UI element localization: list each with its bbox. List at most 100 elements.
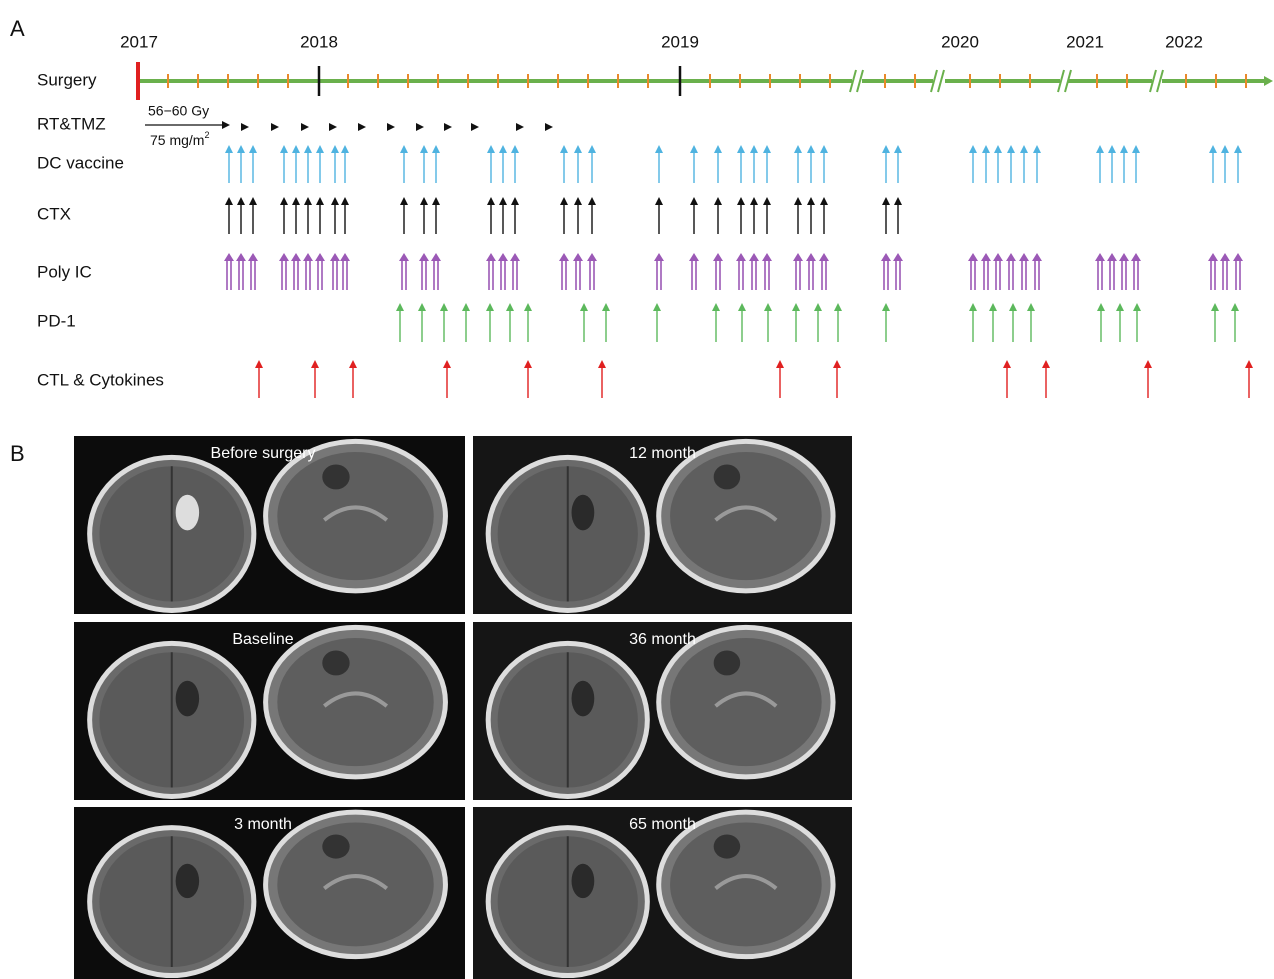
pd1-arrow-head [969,303,977,311]
polyic-arrow-head [279,253,289,261]
ctl-arrow-head [255,360,263,368]
polyic-arrow-head [736,253,746,261]
dc-arrow-head [882,145,890,153]
row-label: Poly IC [37,262,92,281]
sagittal-lesion [322,464,350,490]
sagittal-brain [670,638,822,767]
sagittal-lesion [713,464,741,490]
year-label: 2020 [941,32,979,51]
pd1-arrow-head [738,303,746,311]
year-label: 2018 [300,32,338,51]
ctx-arrow-head [714,197,722,205]
polyic-arrow-head [291,253,301,261]
dc-arrow-head [588,145,596,153]
ctl-arrow-head [524,360,532,368]
year-label: 2017 [120,32,158,51]
pd1-arrow-head [764,303,772,311]
pd1-arrow-head [1027,303,1035,311]
sagittal-brain [277,822,434,947]
axis-break [1149,69,1157,93]
dc-arrow-head [1120,145,1128,153]
polyic-arrow-head [303,253,313,261]
dc-arrow-head [487,145,495,153]
ctx-arrow-head [420,197,428,205]
pd1-arrow-head [440,303,448,311]
polyic-arrow-head [1220,253,1230,261]
pd1-arrow-head [602,303,610,311]
dc-arrow-head [1221,145,1229,153]
dc-arrow-head [1020,145,1028,153]
polyic-arrow-head [793,253,803,261]
ctx-arrow-head [280,197,288,205]
ctx-arrow-head [237,197,245,205]
dc-arrow-head [249,145,257,153]
polyic-arrow-head [1006,253,1016,261]
dc-arrow-head [737,145,745,153]
polyic-arrow-head [749,253,759,261]
row-label: CTX [37,204,71,223]
ctx-arrow-head [511,197,519,205]
dc-arrow-head [400,145,408,153]
corpus [322,505,389,522]
pd1-arrow-head [396,303,404,311]
polyic-arrow-head [486,253,496,261]
polyic-arrow-head [431,253,441,261]
ctx-arrow-head [763,197,771,205]
sagittal-lesion [713,650,741,676]
polyic-arrow-head [689,253,699,261]
image-caption: 36 month [629,631,696,648]
ctl-arrow-head [1042,360,1050,368]
year-label: 2022 [1165,32,1203,51]
ctx-arrow-head [499,197,507,205]
dc-arrow-head [1108,145,1116,153]
dc-arrow-head [1007,145,1015,153]
polyic-arrow-head [340,253,350,261]
dc-arrow-head [331,145,339,153]
dc-arrow-head [1209,145,1217,153]
rt-dose-mark [241,123,249,131]
pd1-arrow-head [1133,303,1141,311]
lesion [175,863,200,899]
dc-arrow-head [714,145,722,153]
ctl-arrow-head [598,360,606,368]
dc-arrow-head [982,145,990,153]
polyic-arrow-head [224,253,234,261]
axis-break [849,69,857,93]
ctl-arrow-head [311,360,319,368]
ctx-arrow-head [432,197,440,205]
dc-arrow-head [763,145,771,153]
pd1-arrow-head [524,303,532,311]
ctx-arrow-head [487,197,495,205]
dc-arrow-head [280,145,288,153]
pd1-arrow-head [462,303,470,311]
timeline-arrow [1264,76,1273,86]
ctx-arrow-head [292,197,300,205]
polyic-arrow-head [993,253,1003,261]
ctx-arrow-head [820,197,828,205]
rt-dose-mark [271,123,279,131]
pd1-arrow-head [1116,303,1124,311]
polyic-arrow-head [510,253,520,261]
dc-arrow-head [750,145,758,153]
dc-arrow-head [690,145,698,153]
rt-dose-mark [358,123,366,131]
dc-arrow-head [237,145,245,153]
year-label: 2019 [661,32,699,51]
ctl-arrow-head [349,360,357,368]
pd1-arrow-head [418,303,426,311]
polyic-arrow-head [236,253,246,261]
ctl-arrow-head [1245,360,1253,368]
row-label: CTL & Cytokines [37,370,164,389]
polyic-arrow-head [399,253,409,261]
dc-arrow-head [1033,145,1041,153]
corpus [714,691,778,708]
dc-arrow-head [432,145,440,153]
ctx-arrow-head [574,197,582,205]
panel-label: B [10,441,25,466]
polyic-arrow-head [806,253,816,261]
pd1-arrow-head [989,303,997,311]
polyic-arrow-head [315,253,325,261]
image-caption: 12 month [629,445,696,462]
polyic-arrow-head [1107,253,1117,261]
